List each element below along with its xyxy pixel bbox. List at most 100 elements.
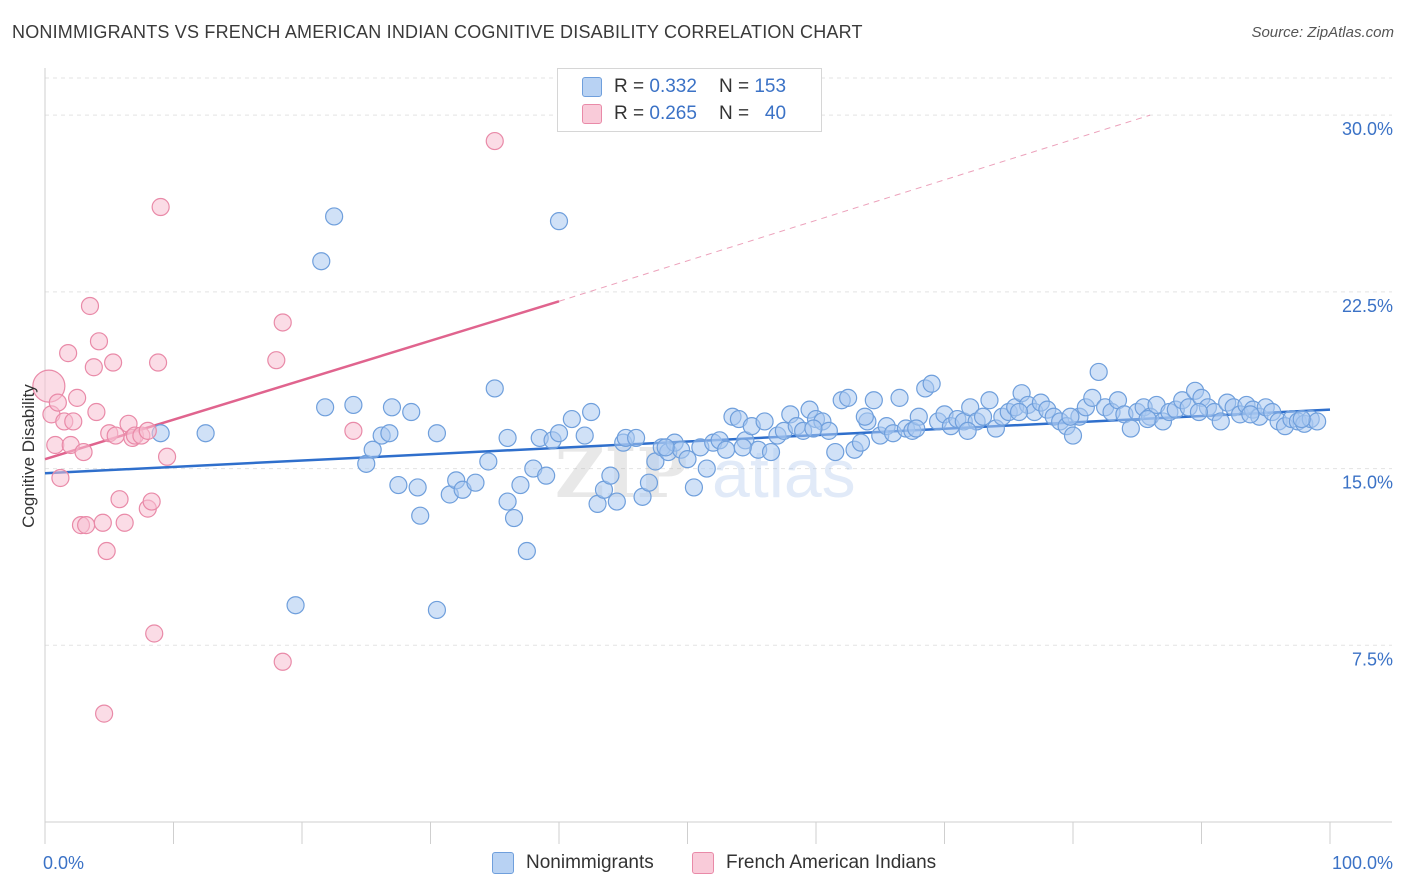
data-point-nonimmigrants xyxy=(196,424,215,443)
legend-n-label: N = xyxy=(718,103,750,124)
data-point-french-american-indians xyxy=(148,353,168,372)
data-point-nonimmigrants xyxy=(761,442,781,462)
data-point-nonimmigrants xyxy=(639,473,659,492)
data-point-nonimmigrants xyxy=(466,473,485,492)
data-point-french-american-indians xyxy=(273,313,292,332)
grid-lines xyxy=(45,77,1392,646)
y-tick-label: 15.0% xyxy=(1342,473,1393,493)
legend-item-french-american-indians: French American Indians xyxy=(692,852,936,874)
data-point-french-american-indians xyxy=(51,468,70,488)
data-point-nonimmigrants xyxy=(1061,407,1080,426)
data-point-french-american-indians xyxy=(142,492,161,511)
data-point-nonimmigrants xyxy=(537,466,556,485)
data-point-nonimmigrants xyxy=(344,395,363,415)
legend-r-value: 0.332 xyxy=(649,76,697,97)
data-point-nonimmigrants xyxy=(864,391,883,410)
source-label: Source: ZipAtlas.com xyxy=(1251,24,1394,41)
data-point-nonimmigrants xyxy=(511,475,530,495)
data-point-nonimmigrants xyxy=(733,438,752,457)
data-point-nonimmigrants xyxy=(549,212,569,231)
data-point-french-american-indians xyxy=(89,332,109,351)
data-point-french-american-indians xyxy=(267,351,286,370)
data-point-nonimmigrants xyxy=(498,428,517,448)
data-point-nonimmigrants xyxy=(601,466,620,485)
data-point-nonimmigrants xyxy=(697,459,716,478)
data-point-french-american-indians xyxy=(104,353,123,372)
data-point-nonimmigrants xyxy=(1292,409,1311,429)
data-point-nonimmigrants xyxy=(973,407,993,426)
chart-title: NONIMMIGRANTS VS FRENCH AMERICAN INDIAN … xyxy=(12,22,863,42)
data-point-nonimmigrants xyxy=(684,478,704,497)
legend-swatch-blue xyxy=(492,852,514,874)
legend-r-value: 0.265 xyxy=(649,103,697,124)
data-point-nonimmigrants xyxy=(656,438,675,457)
data-point-french-american-indians xyxy=(138,421,157,440)
series-nonimmigrants xyxy=(151,207,1327,620)
data-point-nonimmigrants xyxy=(411,506,430,525)
data-point-nonimmigrants xyxy=(607,492,626,511)
legend-n-label: N = xyxy=(718,76,750,97)
data-point-nonimmigrants xyxy=(312,252,331,271)
data-point-nonimmigrants xyxy=(517,541,536,561)
data-point-french-american-indians xyxy=(84,358,103,377)
legend-n-value: 40 xyxy=(764,103,787,124)
data-point-nonimmigrants xyxy=(402,402,421,422)
data-point-nonimmigrants xyxy=(562,409,581,429)
data-point-french-american-indians xyxy=(157,447,177,466)
correlation-legend: R = 0.332 N = 153 R = 0.265 N = 40 xyxy=(557,68,822,132)
data-point-nonimmigrants xyxy=(389,475,408,495)
legend-n-value: 153 xyxy=(754,76,787,97)
data-point-nonimmigrants xyxy=(1063,426,1083,445)
data-point-nonimmigrants xyxy=(485,379,504,398)
data-point-nonimmigrants xyxy=(1211,412,1230,431)
data-point-nonimmigrants xyxy=(382,398,402,417)
data-point-nonimmigrants xyxy=(1089,362,1108,382)
data-point-french-american-indians xyxy=(93,513,112,532)
data-point-nonimmigrants xyxy=(980,391,999,410)
data-point-nonimmigrants xyxy=(626,428,646,448)
series-legend: Nonimmigrants French American Indians xyxy=(0,852,1406,878)
data-point-nonimmigrants xyxy=(363,440,382,459)
data-point-nonimmigrants xyxy=(907,419,926,438)
data-point-nonimmigrants xyxy=(380,424,399,443)
y-tick-label: 30.0% xyxy=(1342,119,1393,139)
data-point-french-american-indians xyxy=(110,490,129,509)
data-point-nonimmigrants xyxy=(922,374,941,393)
data-point-nonimmigrants xyxy=(316,398,335,417)
axes: 7.5% 15.0% 22.5% 30.0% 0.0% 100.0% xyxy=(43,68,1393,873)
data-point-french-american-indians xyxy=(151,197,170,217)
legend-swatch-pink xyxy=(582,104,602,124)
data-point-french-american-indians xyxy=(95,704,114,723)
data-point-nonimmigrants xyxy=(1083,388,1102,407)
data-point-french-american-indians xyxy=(46,435,65,455)
y-tick-label: 22.5% xyxy=(1342,296,1393,316)
data-point-nonimmigrants xyxy=(504,508,524,528)
x-tick-label: 0.0% xyxy=(43,853,84,873)
trend-line-extension xyxy=(558,114,1151,302)
data-point-nonimmigrants xyxy=(479,452,498,471)
trend-line-nonimmigrants xyxy=(44,408,1331,475)
data-point-french-american-indians xyxy=(273,652,292,671)
legend-item-nonimmigrants: Nonimmigrants xyxy=(492,852,654,874)
data-point-nonimmigrants xyxy=(1138,409,1157,429)
data-point-french-american-indians xyxy=(145,624,164,643)
legend-swatch-blue xyxy=(582,77,602,97)
data-point-nonimmigrants xyxy=(716,440,736,459)
data-point-nonimmigrants xyxy=(408,478,427,497)
data-point-nonimmigrants xyxy=(826,442,845,462)
data-point-french-american-indians xyxy=(87,402,106,422)
legend-row-nonimmigrants: R = 0.332 N = 153 xyxy=(582,75,786,99)
data-point-nonimmigrants xyxy=(1009,402,1029,422)
data-point-nonimmigrants xyxy=(427,600,447,620)
data-point-nonimmigrants xyxy=(575,426,594,445)
legend-label-french-american-indians: French American Indians xyxy=(726,852,937,873)
data-point-nonimmigrants xyxy=(582,402,601,422)
data-point-french-american-indians xyxy=(59,344,78,363)
data-point-french-american-indians xyxy=(97,541,116,561)
data-point-french-american-indians xyxy=(64,412,83,431)
data-point-french-american-indians xyxy=(344,421,363,440)
data-point-nonimmigrants xyxy=(1241,405,1260,424)
data-point-nonimmigrants xyxy=(958,421,977,440)
data-point-nonimmigrants xyxy=(1121,419,1140,438)
